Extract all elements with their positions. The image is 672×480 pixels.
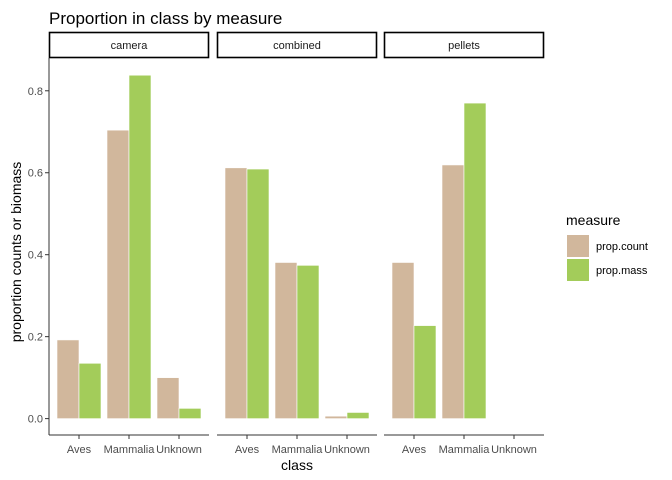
legend-label: prop.count xyxy=(596,241,648,253)
legend-label: prop.mass xyxy=(596,265,648,277)
x-tick-label: Mammalia xyxy=(104,444,156,456)
chart-title: Proportion in class by measure xyxy=(49,9,282,28)
bar-prop.mass-Aves xyxy=(78,362,102,419)
facet-strip-label: pellets xyxy=(448,40,480,52)
x-tick-label: Unknown xyxy=(156,444,202,456)
bar-prop.count-Aves xyxy=(56,339,80,419)
bar-prop.mass-Unknown xyxy=(346,412,370,419)
bar-prop.mass-Mammalia xyxy=(296,265,320,419)
y-tick-label: 0.4 xyxy=(28,250,43,262)
facet-panel-camera: camera Aves Mammalia Unknown xyxy=(48,31,210,456)
facet-panel-pellets: pellets Aves Mammalia Unknown xyxy=(383,31,545,456)
y-tick-label: 0.8 xyxy=(28,86,43,98)
x-tick-label: Aves xyxy=(67,444,92,456)
facet-strip-label: camera xyxy=(111,40,149,52)
facet-strip xyxy=(383,31,545,59)
y-tick-label: 0.2 xyxy=(28,332,43,344)
legend-items: prop.count prop.mass xyxy=(567,235,648,281)
facet-strip-label: combined xyxy=(273,40,321,52)
bar-prop.mass-Mammalia xyxy=(128,74,152,419)
x-tick-label: Unknown xyxy=(491,444,537,456)
facet-panel-combined: combined Aves Mammalia Unknown xyxy=(216,31,378,456)
bar-prop.count-Aves xyxy=(391,262,415,419)
x-tick-label: Aves xyxy=(235,444,260,456)
bar-prop.count-Unknown xyxy=(156,377,180,419)
bar-prop.mass-Unknown xyxy=(178,408,202,419)
bar-prop.mass-Aves xyxy=(246,168,270,419)
x-tick-label: Mammalia xyxy=(439,444,491,456)
bar-prop.mass-Aves xyxy=(413,325,437,419)
bar-prop.count-Mammalia xyxy=(106,129,130,419)
bar-prop.count-Mammalia xyxy=(274,262,298,419)
x-tick-label: Mammalia xyxy=(272,444,324,456)
x-axis-title: class xyxy=(281,457,313,473)
bar-prop.count-Unknown xyxy=(324,415,348,419)
facet-strip xyxy=(48,31,210,59)
legend-title: measure xyxy=(566,212,621,228)
y-tick-label: 0.6 xyxy=(28,168,43,180)
bar-prop.count-Aves xyxy=(224,167,248,419)
bar-prop.mass-Mammalia xyxy=(463,102,487,419)
legend: measure prop.count prop.mass xyxy=(566,212,648,281)
legend-key-prop.count xyxy=(567,235,589,257)
y-tick-label: 0.0 xyxy=(28,414,43,426)
y-axis-title: proportion counts or biomass xyxy=(8,162,24,343)
bar-prop.count-Mammalia xyxy=(441,164,465,419)
x-tick-label: Unknown xyxy=(324,444,370,456)
x-tick-label: Aves xyxy=(402,444,427,456)
legend-key-prop.mass xyxy=(567,259,589,281)
facet-strip xyxy=(216,31,378,59)
